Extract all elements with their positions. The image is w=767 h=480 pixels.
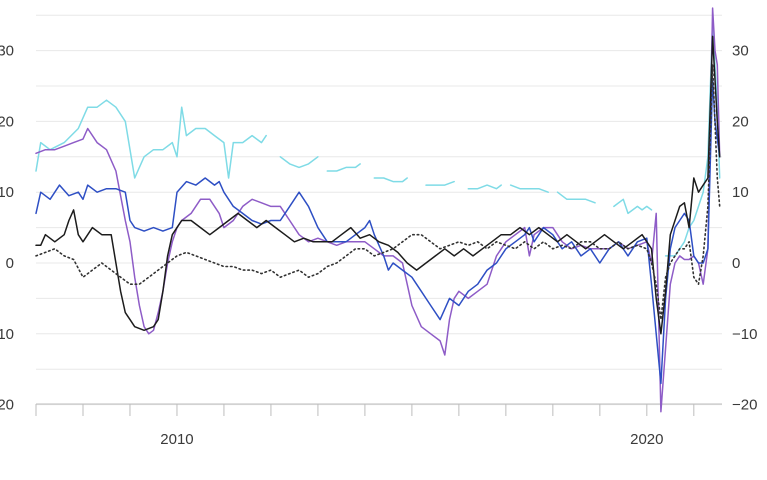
y-tick-label-right: 10 [732, 184, 749, 201]
y-tick-label-left: 0 [6, 255, 14, 272]
series-line-1 [279, 156, 319, 169]
series-line-1 [35, 99, 267, 179]
series-line-2 [35, 7, 721, 413]
x-axis: 2010 2020 [35, 403, 722, 448]
x-tick-label: 2010 [160, 431, 193, 448]
y-tick-label-left: 10 [0, 184, 14, 201]
y-tick-label-right: −10 [732, 326, 757, 343]
y-axis-right-labels: −20 −10 0 10 20 30 [732, 43, 757, 414]
x-tick-label: 2020 [630, 431, 663, 448]
y-tick-label-left: 30 [0, 43, 14, 60]
series-line-1 [556, 191, 596, 204]
y-tick-label-left: 10 [0, 326, 14, 343]
y-tick-label-right: 20 [732, 113, 749, 130]
y-tick-label-left: 20 [0, 113, 14, 130]
y-tick-label-right: −20 [732, 397, 757, 414]
y-axis-left-labels: 20 10 0 10 20 30 [0, 43, 14, 414]
series-line-1 [425, 180, 455, 186]
series-line-3 [35, 78, 721, 385]
series-line-1 [664, 21, 721, 257]
series-line-1 [326, 163, 361, 172]
series-line-1 [373, 177, 408, 183]
series-line-1 [509, 184, 549, 193]
series-line-1 [613, 198, 653, 215]
series-line-5 [35, 64, 721, 321]
series-line-4 [35, 35, 721, 335]
series-lines [35, 7, 721, 413]
y-tick-label-right: 0 [732, 255, 740, 272]
y-tick-label-right: 30 [732, 43, 749, 60]
gridlines [36, 14, 722, 406]
y-tick-label-left: 20 [0, 397, 14, 414]
series-line-1 [467, 184, 502, 190]
